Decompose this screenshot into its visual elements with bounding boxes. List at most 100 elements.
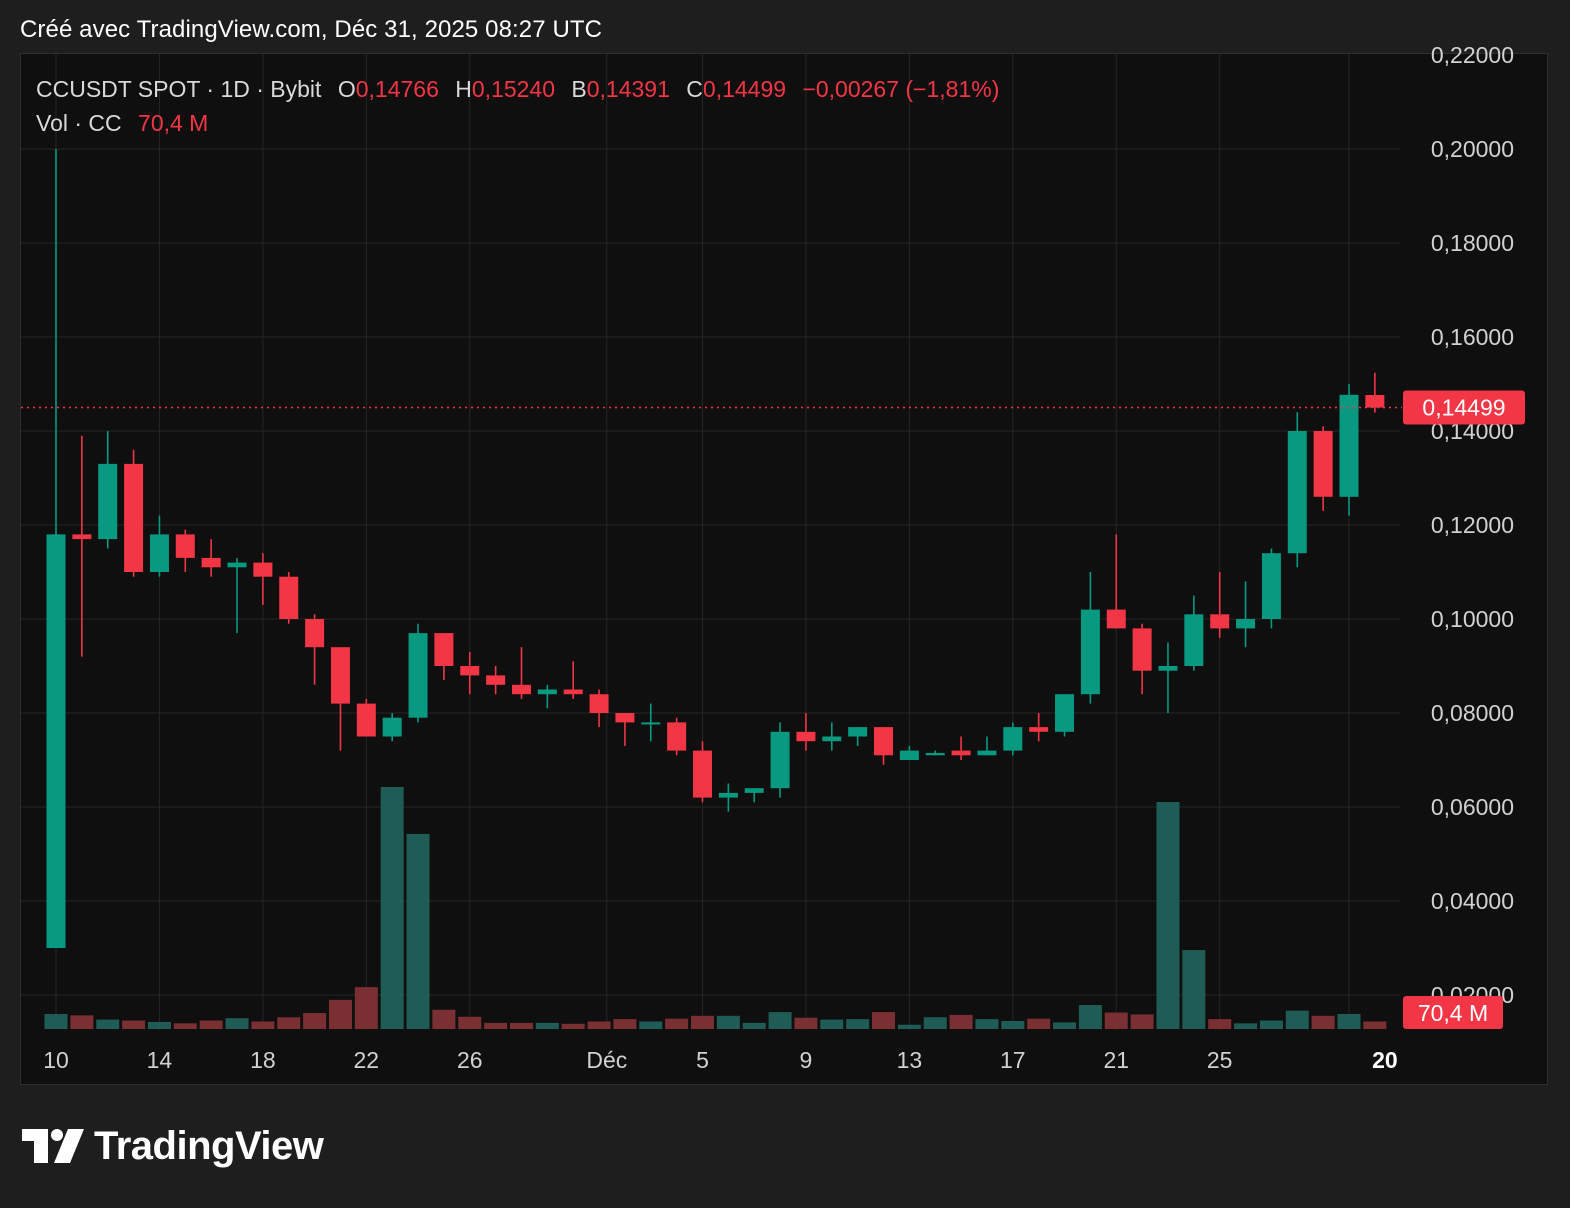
legend-ohlc-row: CCUSDT SPOT · 1D · Bybit O0,14766 H0,152… bbox=[36, 72, 999, 106]
time-tick-label: 14 bbox=[147, 1047, 173, 1073]
price-axis: 0,220000,200000,180000,160000,140000,120… bbox=[1431, 42, 1514, 1008]
legend-low-value: 0,14391 bbox=[586, 76, 670, 102]
legend-volume-value: 70,4 M bbox=[138, 110, 209, 136]
candle-body bbox=[1003, 727, 1023, 751]
price-tags: 0,14499 70,4 M bbox=[1403, 390, 1525, 1029]
grid-lines bbox=[21, 54, 1400, 1030]
candle-body bbox=[1055, 694, 1075, 732]
volume-bar bbox=[328, 999, 352, 1029]
last-price-tag-label: 0,14499 bbox=[1422, 395, 1505, 421]
volume-bar bbox=[1104, 1012, 1128, 1029]
volume-bar bbox=[872, 1012, 896, 1029]
candle-body bbox=[124, 463, 144, 572]
price-tick-label: 0,06000 bbox=[1431, 794, 1514, 820]
candle-body bbox=[1261, 553, 1281, 619]
candle-body bbox=[899, 750, 919, 760]
candle-body bbox=[98, 463, 118, 540]
candle-body bbox=[72, 534, 92, 540]
time-tick-label: 9 bbox=[800, 1047, 813, 1073]
volume-bar bbox=[1234, 1023, 1258, 1029]
candle-body bbox=[279, 576, 299, 619]
time-tick-label: 21 bbox=[1103, 1047, 1129, 1073]
volume-bar bbox=[509, 1022, 533, 1029]
candle-body bbox=[693, 750, 712, 798]
volume-bar bbox=[1363, 1021, 1387, 1029]
legend-high-value: 0,15240 bbox=[471, 76, 556, 102]
volume-bar bbox=[561, 1023, 585, 1029]
volume-bars bbox=[44, 786, 1387, 1029]
price-tick-label: 0,20000 bbox=[1431, 136, 1514, 162]
candle-body bbox=[46, 534, 66, 948]
candle-body bbox=[1287, 431, 1307, 554]
candle-body bbox=[1184, 614, 1204, 666]
time-tick-label: 22 bbox=[354, 1047, 380, 1073]
volume-bar bbox=[122, 1020, 146, 1029]
time-tick-label: 25 bbox=[1207, 1047, 1233, 1073]
chart-panel[interactable] bbox=[20, 53, 1548, 1085]
last-volume-tag-label: 70,4 M bbox=[1418, 1000, 1488, 1026]
candle-body bbox=[874, 727, 894, 756]
legend-change: −0,00267 (−1,81%) bbox=[802, 76, 1000, 102]
legend-high-label: H bbox=[455, 76, 472, 102]
volume-bar bbox=[70, 1015, 94, 1029]
volume-bar bbox=[1027, 1018, 1051, 1029]
candle-body bbox=[537, 689, 557, 695]
time-tick-label: 20 bbox=[1372, 1047, 1398, 1073]
legend: CCUSDT SPOT · 1D · Bybit O0,14766 H0,152… bbox=[36, 72, 999, 140]
candle-body bbox=[615, 713, 635, 723]
candle-body bbox=[925, 752, 945, 756]
volume-bar bbox=[1337, 1013, 1361, 1029]
volume-bar bbox=[1311, 1015, 1335, 1029]
legend-open-label: O bbox=[337, 76, 356, 102]
volume-bar bbox=[44, 1013, 68, 1029]
legend-close-value: 0,14499 bbox=[702, 76, 787, 102]
price-tick-label: 0,16000 bbox=[1431, 324, 1514, 350]
volume-bar bbox=[923, 1017, 947, 1029]
candle-body bbox=[408, 633, 428, 718]
price-tick-label: 0,10000 bbox=[1431, 606, 1514, 632]
volume-bar bbox=[794, 1017, 818, 1029]
volume-bar bbox=[96, 1019, 120, 1029]
time-tick-label: Déc bbox=[586, 1047, 627, 1073]
candle-body bbox=[1313, 431, 1333, 497]
volume-bar bbox=[1001, 1021, 1025, 1029]
volume-bar bbox=[303, 1013, 327, 1029]
tradingview-logo[interactable]: TradingView bbox=[22, 1122, 324, 1170]
legend-volume-row: Vol · CC 70,4 M bbox=[36, 106, 999, 140]
tradingview-logo-text: TradingView bbox=[94, 1123, 324, 1168]
legend-symbol[interactable]: CCUSDT SPOT · 1D · Bybit bbox=[36, 76, 322, 102]
time-tick-label: 26 bbox=[457, 1047, 483, 1073]
volume-bar bbox=[975, 1019, 999, 1029]
candle-body bbox=[977, 750, 997, 756]
candle-body bbox=[149, 534, 169, 572]
price-tick-label: 0,04000 bbox=[1431, 888, 1514, 914]
legend-volume-label[interactable]: Vol · CC bbox=[36, 110, 122, 136]
time-tick-label: 13 bbox=[897, 1047, 923, 1073]
price-tick-label: 0,18000 bbox=[1431, 230, 1514, 256]
volume-bar bbox=[949, 1014, 973, 1029]
volume-bar bbox=[1078, 1005, 1102, 1029]
time-tick-label: 5 bbox=[696, 1047, 709, 1073]
price-tick-label: 0,22000 bbox=[1431, 42, 1514, 68]
volume-bar bbox=[613, 1019, 637, 1029]
legend-open-value: 0,14766 bbox=[355, 76, 439, 102]
candle-body bbox=[641, 722, 661, 725]
price-tick-label: 0,12000 bbox=[1431, 512, 1514, 538]
candle-body bbox=[460, 666, 480, 676]
volume-bar bbox=[587, 1021, 611, 1029]
volume-bar bbox=[406, 833, 430, 1029]
volume-bar bbox=[380, 786, 404, 1029]
volume-bar bbox=[147, 1021, 171, 1029]
candle-body bbox=[718, 792, 738, 798]
candle-body bbox=[951, 750, 971, 756]
candle-body bbox=[175, 534, 195, 558]
volume-bar bbox=[354, 987, 378, 1029]
candle-body bbox=[330, 647, 350, 704]
volume-bar bbox=[665, 1018, 689, 1029]
volume-bar bbox=[691, 1015, 714, 1029]
time-tick-label: 17 bbox=[1000, 1047, 1026, 1073]
candle-body bbox=[744, 788, 764, 793]
time-tick-label: 10 bbox=[43, 1047, 69, 1073]
candle-body bbox=[253, 562, 273, 577]
